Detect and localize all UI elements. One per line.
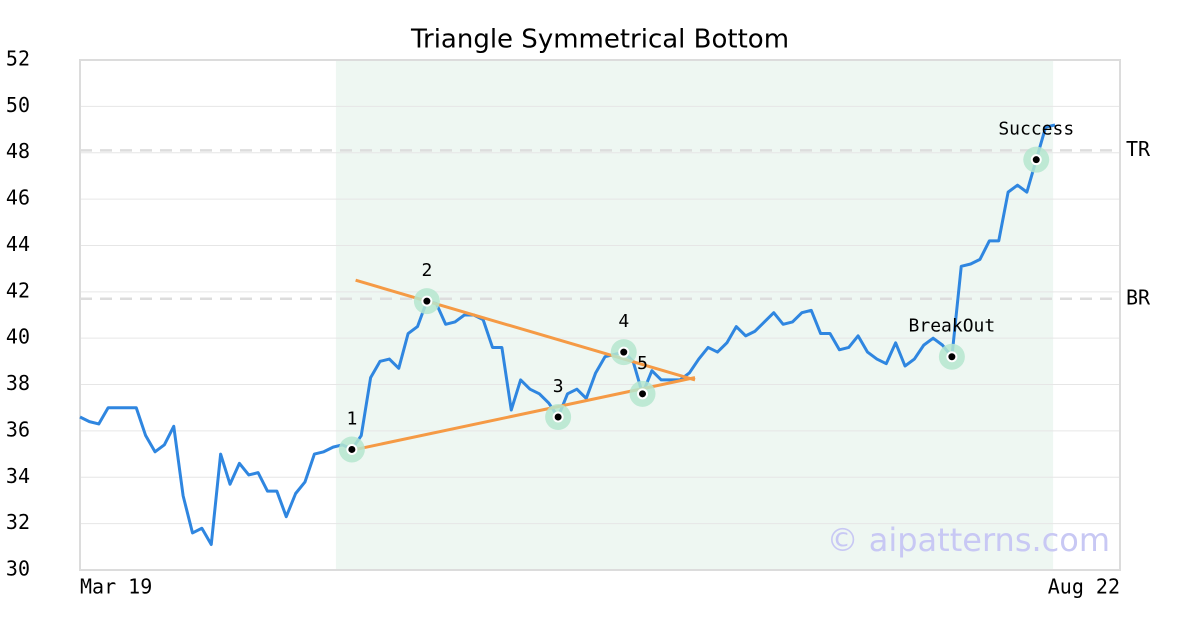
pattern-dot bbox=[346, 443, 358, 455]
y-tick-label: 52 bbox=[6, 47, 30, 71]
watermark: © aipatterns.com bbox=[827, 521, 1110, 559]
pattern-dot bbox=[421, 295, 433, 307]
y-tick-label: 48 bbox=[6, 139, 30, 163]
x-tick-label: Mar 19 bbox=[80, 575, 152, 599]
y-tick-label: 44 bbox=[6, 232, 30, 256]
level-label: TR bbox=[1126, 137, 1151, 161]
y-tick-label: 46 bbox=[6, 186, 30, 210]
pattern-label: Success bbox=[998, 119, 1074, 140]
level-label: BR bbox=[1126, 285, 1151, 309]
pattern-dot bbox=[552, 411, 564, 423]
pattern-label: BreakOut bbox=[909, 316, 996, 337]
chart-title: Triangle Symmetrical Bottom bbox=[410, 25, 789, 55]
y-tick-label: 32 bbox=[6, 510, 30, 534]
y-tick-label: 42 bbox=[6, 278, 30, 302]
pattern-dot bbox=[946, 351, 958, 363]
pattern-label: 5 bbox=[637, 353, 648, 374]
x-tick-label: Aug 22 bbox=[1048, 575, 1120, 599]
y-tick-label: 38 bbox=[6, 371, 30, 395]
pattern-dot bbox=[1030, 154, 1042, 166]
price-line bbox=[79, 123, 1056, 546]
pattern-label: 3 bbox=[553, 376, 564, 397]
y-tick-label: 30 bbox=[6, 557, 30, 581]
y-tick-label: 34 bbox=[6, 464, 30, 488]
pattern-label: 1 bbox=[346, 408, 357, 429]
y-tick-label: 40 bbox=[6, 325, 30, 349]
y-tick-label: 50 bbox=[6, 93, 30, 117]
trend-line bbox=[355, 278, 696, 382]
pattern-dot bbox=[637, 388, 648, 400]
y-tick-label: 36 bbox=[6, 417, 30, 441]
pattern-dot bbox=[618, 346, 630, 358]
plot-border bbox=[79, 59, 1121, 571]
pattern-region bbox=[335, 60, 1054, 570]
pattern-label: 4 bbox=[618, 311, 629, 332]
pattern-label: 2 bbox=[421, 260, 432, 281]
